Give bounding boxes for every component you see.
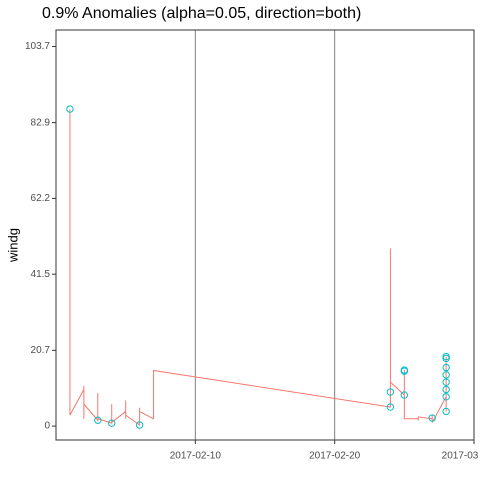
chart-title: 0.9% Anomalies (alpha=0.05, direction=bo… — [42, 5, 361, 22]
y-tick-label: 20.7 — [31, 345, 51, 356]
y-tick-label: 103.7 — [25, 41, 50, 52]
y-tick-label: 0 — [44, 421, 50, 432]
y-tick-label: 82.9 — [31, 117, 51, 128]
anomaly-point — [428, 414, 436, 422]
x-tick-label: 2017-03 — [442, 451, 479, 462]
y-tick-label: 62.2 — [31, 193, 51, 204]
anomaly-point — [386, 388, 395, 396]
anomaly-point — [135, 421, 144, 429]
anomaly-point — [400, 367, 409, 375]
anomaly-point — [442, 385, 450, 394]
anomaly-point — [94, 416, 102, 424]
anomaly-point — [66, 105, 74, 113]
anomaly-point — [442, 407, 450, 416]
anomaly-point — [442, 352, 450, 361]
anomaly-point — [442, 378, 450, 386]
anomaly-point — [442, 393, 450, 401]
panel-border — [55, 29, 475, 441]
x-tick-label: 2017-02-10 — [170, 451, 222, 462]
anomaly-point — [442, 363, 450, 372]
anomaly-point — [442, 371, 450, 379]
series-line — [69, 109, 447, 426]
anomaly-point — [400, 391, 409, 399]
anomaly-point — [386, 403, 395, 411]
y-axis-label: windg — [5, 228, 20, 263]
anomaly-point — [108, 419, 116, 427]
y-tick-label: 41.5 — [31, 269, 51, 280]
x-tick-label: 2017-02-20 — [309, 451, 361, 462]
plot-panel — [56, 30, 474, 440]
